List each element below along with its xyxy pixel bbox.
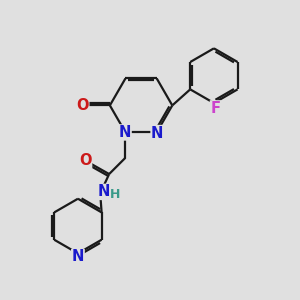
Text: N: N	[98, 184, 110, 200]
Text: O: O	[76, 98, 89, 113]
Text: F: F	[210, 101, 220, 116]
Text: N: N	[72, 250, 84, 265]
Text: N: N	[119, 125, 131, 140]
Text: H: H	[110, 188, 120, 201]
Text: N: N	[151, 125, 164, 140]
Text: O: O	[79, 153, 92, 168]
